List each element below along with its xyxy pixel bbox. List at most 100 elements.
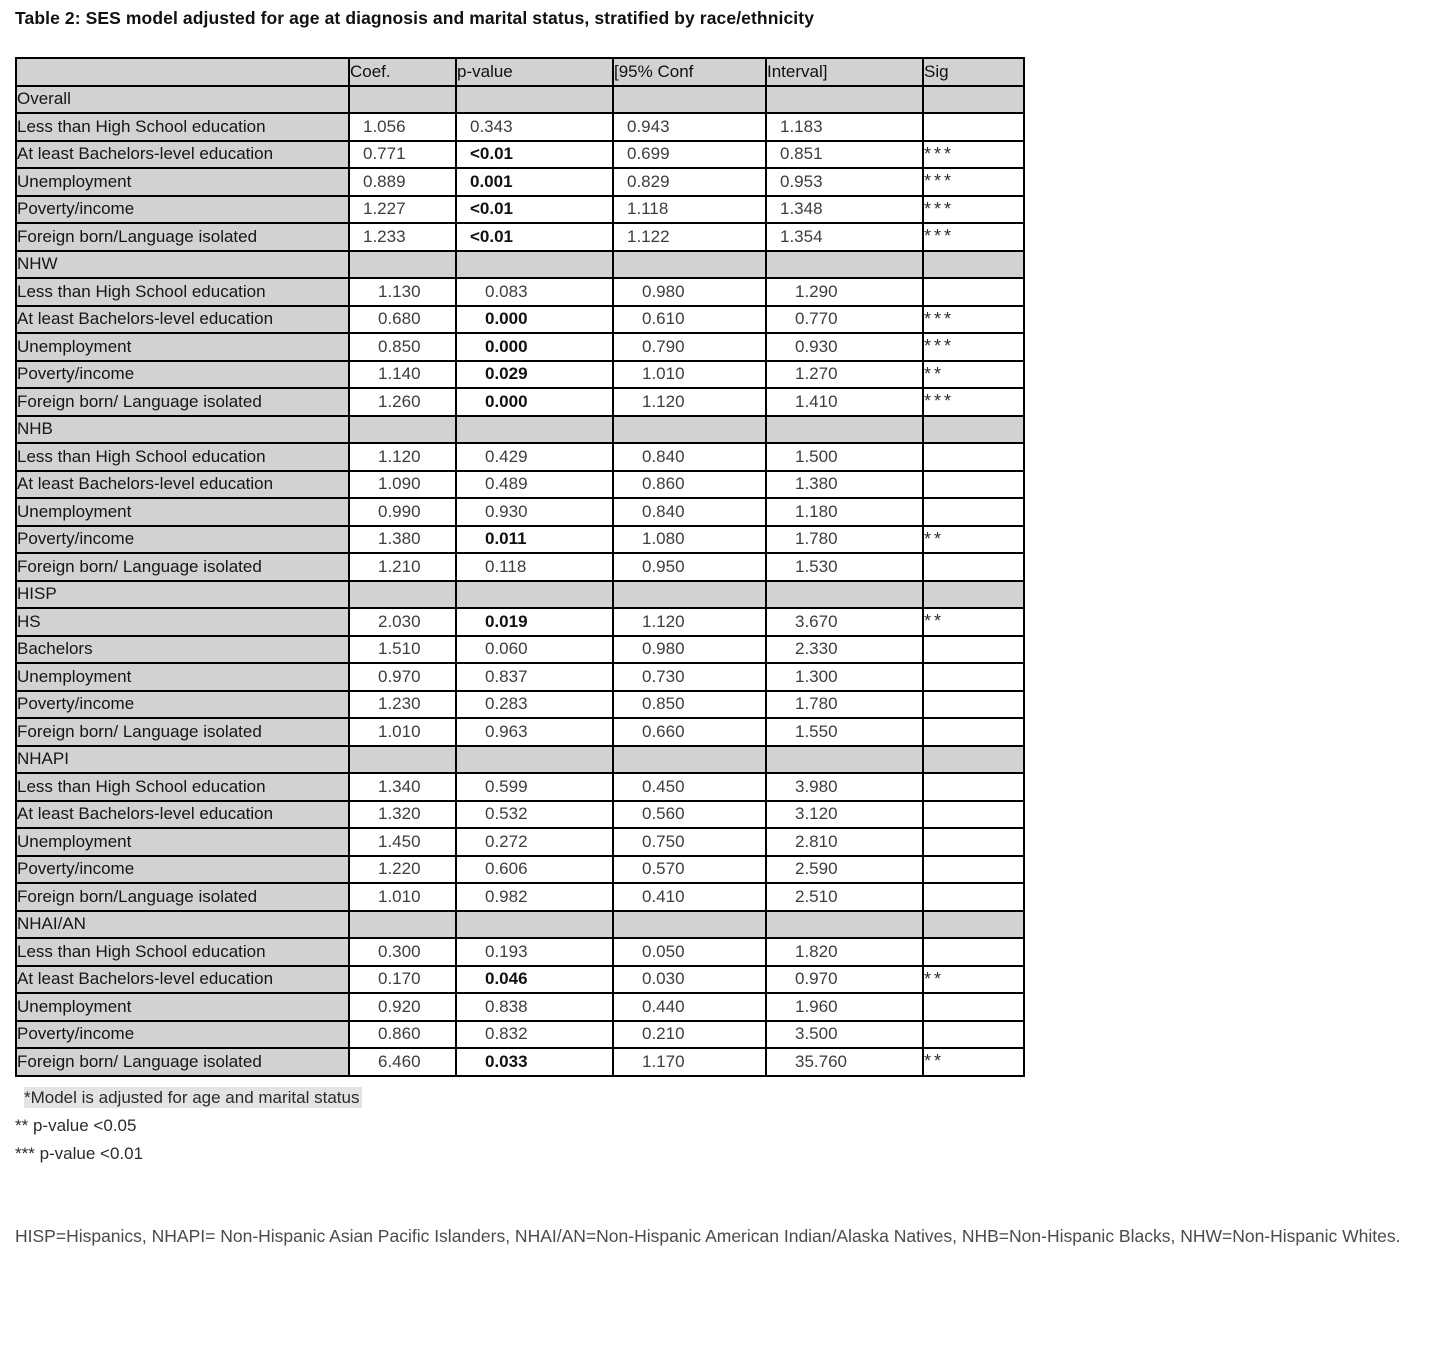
footnote-model-adjustment: *Model is adjusted for age and marital s… [15, 1084, 1431, 1112]
section-empty-cell [922, 909, 1025, 939]
coef-cell: 1.010 [348, 717, 457, 747]
p-value-cell: 0.083 [455, 277, 614, 307]
section-empty-cell [455, 909, 614, 939]
table-row: Poverty/income 0.860 0.832 0.210 3.500 [15, 1019, 1025, 1049]
ci-upper-cell: 2.810 [765, 827, 924, 857]
ci-lower-cell: 0.730 [612, 662, 767, 692]
ci-lower-cell: 0.560 [612, 799, 767, 829]
table-row: At least Bachelors-level education 0.680 0… [15, 304, 1025, 334]
ci-upper-cell: 3.500 [765, 1019, 924, 1049]
section-empty-cell [348, 414, 457, 444]
section-empty-cell [612, 249, 767, 279]
table-row: Poverty/income 1.380 0.011 1.080 1.780 ** [15, 524, 1025, 554]
sig-cell [922, 277, 1025, 307]
row-label-cell: Poverty/income [15, 854, 350, 884]
table-row: Unemployment 0.990 0.930 0.840 1.180 [15, 497, 1025, 527]
ci-upper-cell: 1.960 [765, 992, 924, 1022]
ci-lower-cell: 0.570 [612, 854, 767, 884]
p-value-cell: 0.272 [455, 827, 614, 857]
ci-lower-cell: 0.050 [612, 937, 767, 967]
sig-cell: *** [922, 194, 1025, 224]
coef-cell: 0.680 [348, 304, 457, 334]
table-row: Foreign born/ Language isolated 1.010 0.96… [15, 717, 1025, 747]
row-label-cell: Unemployment [15, 992, 350, 1022]
ci-lower-cell: 0.030 [612, 964, 767, 994]
row-label-cell: At least Bachelors-level education [15, 799, 350, 829]
ci-upper-cell: 1.348 [765, 194, 924, 224]
coef-cell: 1.130 [348, 277, 457, 307]
table-row: Foreign born/Language isolated 1.010 0.982… [15, 882, 1025, 912]
coef-cell: 1.210 [348, 552, 457, 582]
row-label-cell: Foreign born/Language isolated [15, 882, 350, 912]
sig-cell: *** [922, 139, 1025, 169]
ci-upper-cell: 35.760 [765, 1047, 924, 1077]
p-value-cell: 0.963 [455, 717, 614, 747]
p-value-cell: 0.489 [455, 469, 614, 499]
sig-cell [922, 552, 1025, 582]
section-empty-cell [348, 84, 457, 114]
footnotes: *Model is adjusted for age and marital s… [15, 1084, 1431, 1168]
header-coef: Coef. [348, 57, 457, 87]
coef-cell: 1.380 [348, 524, 457, 554]
coef-cell: 1.220 [348, 854, 457, 884]
ci-upper-cell: 3.670 [765, 607, 924, 637]
sig-cell [922, 112, 1025, 142]
section-empty-cell [922, 249, 1025, 279]
table-row: Bachelors 1.510 0.060 0.980 2.330 [15, 634, 1025, 664]
sig-cell: *** [922, 304, 1025, 334]
p-value-cell: 0.429 [455, 442, 614, 472]
section-empty-cell [765, 84, 924, 114]
ci-lower-cell: 0.790 [612, 332, 767, 362]
p-value-cell: 0.832 [455, 1019, 614, 1049]
section-empty-cell [612, 909, 767, 939]
ci-upper-cell: 1.183 [765, 112, 924, 142]
section-empty-cell [612, 84, 767, 114]
section-label-cell: NHAI/AN [15, 909, 350, 939]
coef-cell: 1.120 [348, 442, 457, 472]
ci-upper-cell: 1.530 [765, 552, 924, 582]
row-label-cell: Foreign born/ Language isolated [15, 1047, 350, 1077]
footnote-p01: *** p-value <0.01 [15, 1143, 144, 1163]
p-value-cell: 0.118 [455, 552, 614, 582]
row-label-cell: Poverty/income [15, 359, 350, 389]
section-empty-cell [455, 579, 614, 609]
sig-cell [922, 469, 1025, 499]
coef-cell: 2.030 [348, 607, 457, 637]
ci-upper-cell: 1.354 [765, 222, 924, 252]
section-empty-cell [348, 249, 457, 279]
coef-cell: 0.300 [348, 937, 457, 967]
p-value-cell: 0.000 [455, 304, 614, 334]
sig-cell [922, 662, 1025, 692]
ci-upper-cell: 0.953 [765, 167, 924, 197]
table-row: Poverty/income 1.230 0.283 0.850 1.780 [15, 689, 1025, 719]
sig-cell [922, 442, 1025, 472]
ci-upper-cell: 1.410 [765, 387, 924, 417]
sig-cell [922, 992, 1025, 1022]
table-row: Foreign born/ Language isolated 1.260 0.00… [15, 387, 1025, 417]
section-label-cell: Overall [15, 84, 350, 114]
ci-lower-cell: 1.120 [612, 607, 767, 637]
ci-upper-cell: 2.510 [765, 882, 924, 912]
p-value-cell: 0.033 [455, 1047, 614, 1077]
ci-lower-cell: 1.080 [612, 524, 767, 554]
p-value-cell: 0.532 [455, 799, 614, 829]
table-row: Unemployment 0.850 0.000 0.790 0.930 *** [15, 332, 1025, 362]
p-value-cell: 0.606 [455, 854, 614, 884]
ci-lower-cell: 0.829 [612, 167, 767, 197]
ci-upper-cell: 3.120 [765, 799, 924, 829]
p-value-cell: <0.01 [455, 194, 614, 224]
ci-lower-cell: 0.840 [612, 497, 767, 527]
coef-cell: 1.056 [348, 112, 457, 142]
p-value-cell: 0.000 [455, 387, 614, 417]
row-label-cell: HS [15, 607, 350, 637]
section-empty-cell [922, 414, 1025, 444]
ci-lower-cell: 1.118 [612, 194, 767, 224]
coef-cell: 1.227 [348, 194, 457, 224]
table-row: Less than High School education 1.340 0.59… [15, 772, 1025, 802]
header-ci-upper: Interval] [765, 57, 924, 87]
coef-cell: 0.771 [348, 139, 457, 169]
p-value-cell: 0.283 [455, 689, 614, 719]
ci-lower-cell: 1.120 [612, 387, 767, 417]
coef-cell: 0.850 [348, 332, 457, 362]
